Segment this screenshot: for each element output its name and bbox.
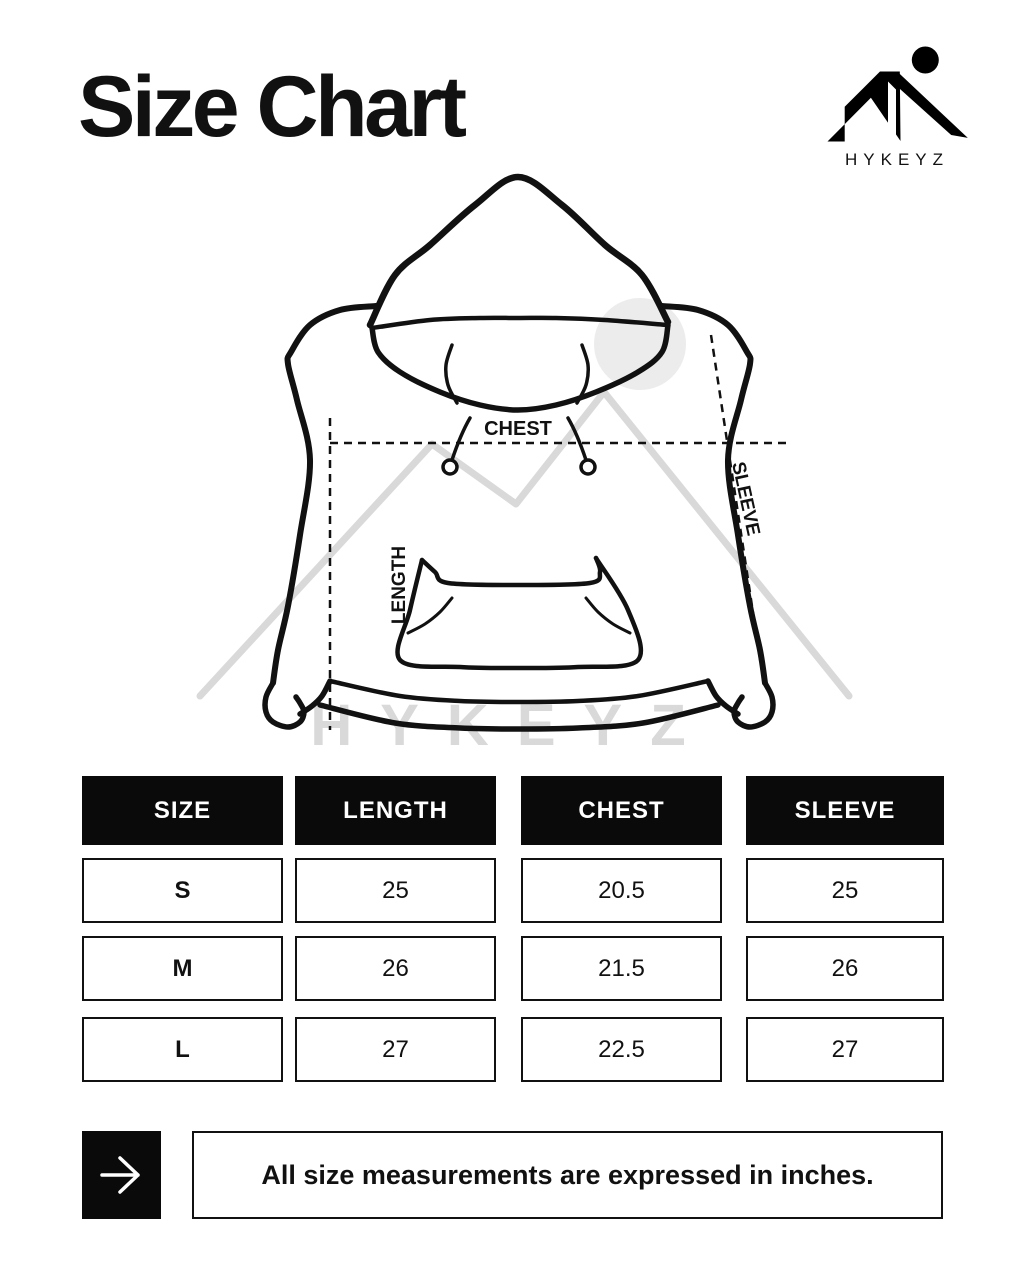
- svg-text:LENGTH: LENGTH: [389, 546, 410, 624]
- svg-text:CHEST: CHEST: [484, 418, 552, 440]
